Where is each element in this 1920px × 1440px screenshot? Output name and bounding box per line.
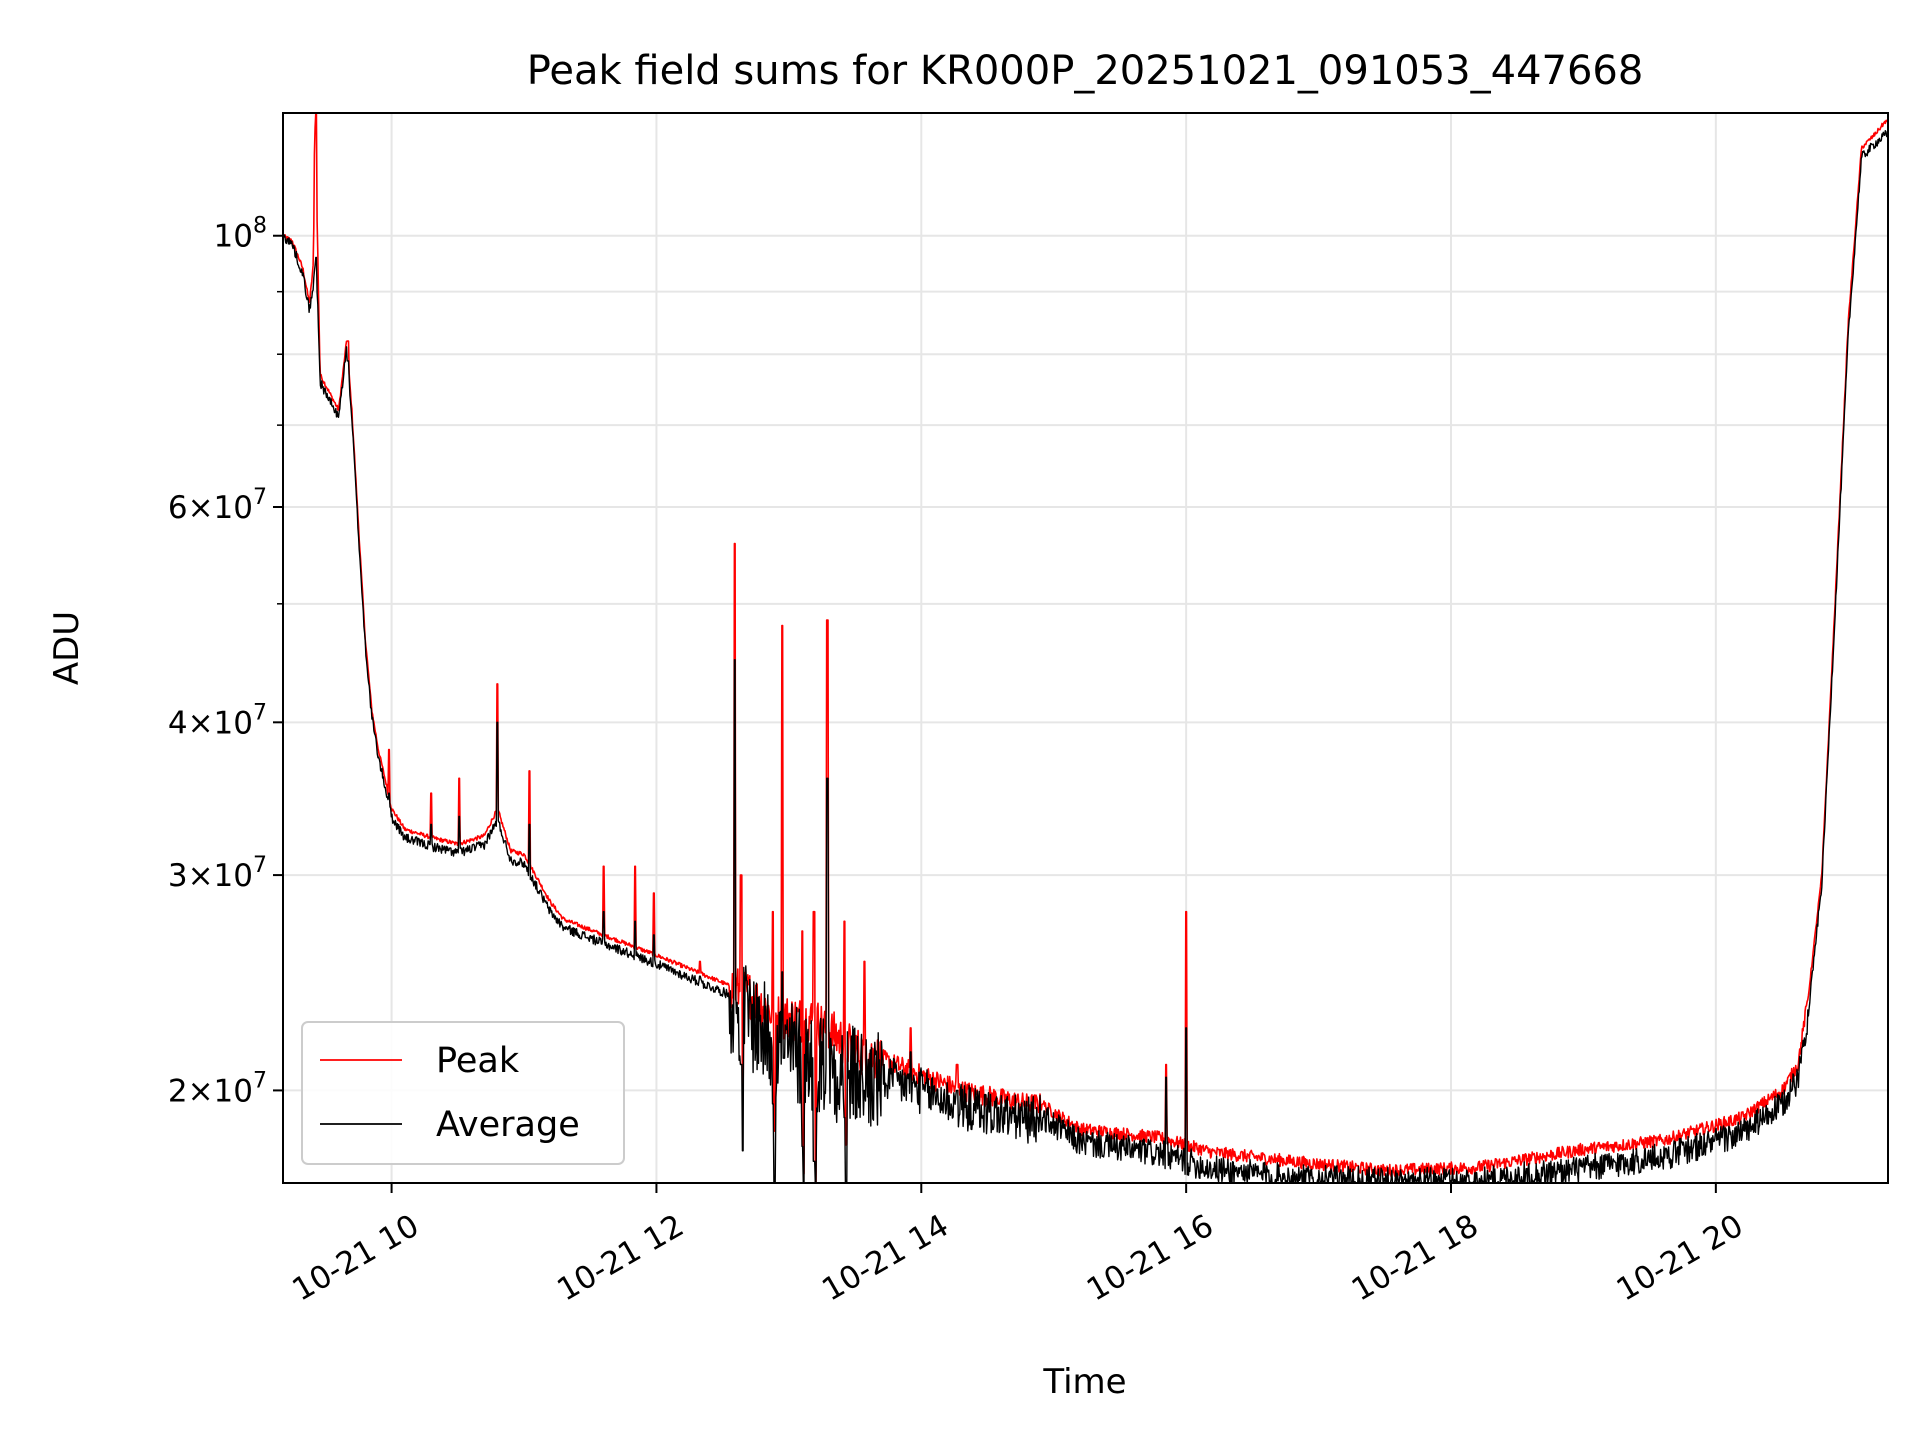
y-tick-mantissa: 4×10	[168, 705, 253, 741]
legend: Peak Average	[301, 1021, 625, 1165]
y-tick-exponent: 7	[253, 700, 267, 725]
y-tick-label: 2×107	[168, 1068, 267, 1109]
legend-label-peak: Peak	[436, 1041, 520, 1081]
plot-frame	[282, 112, 1889, 1184]
y-tick-exponent: 7	[253, 485, 267, 510]
y-tick-label: 108	[214, 214, 267, 255]
y-tick-exponent: 7	[253, 853, 267, 878]
y-tick-label: 3×107	[168, 853, 267, 894]
y-tick-mantissa: 10	[214, 219, 253, 255]
series-line-peak	[282, 112, 1889, 1184]
plot-area	[282, 112, 1889, 1184]
x-axis-label: Time	[1042, 1362, 1126, 1402]
y-tick-mantissa: 3×10	[168, 858, 253, 894]
y-tick-label: 6×107	[168, 485, 267, 526]
legend-box	[301, 1021, 625, 1165]
chart-title: Peak field sums for KR000P_20251021_0910…	[527, 48, 1644, 94]
y-axis-label: ADU	[47, 611, 87, 685]
y-tick-label: 4×107	[168, 700, 267, 741]
series-line-average	[282, 129, 1889, 1184]
grid	[283, 113, 1888, 1183]
y-tick-mantissa: 6×10	[168, 490, 253, 526]
y-tick-mantissa: 2×10	[168, 1073, 253, 1109]
y-tick-exponent: 7	[253, 1068, 267, 1093]
y-tick-exponent: 8	[253, 214, 267, 239]
legend-label-average: Average	[436, 1105, 580, 1145]
